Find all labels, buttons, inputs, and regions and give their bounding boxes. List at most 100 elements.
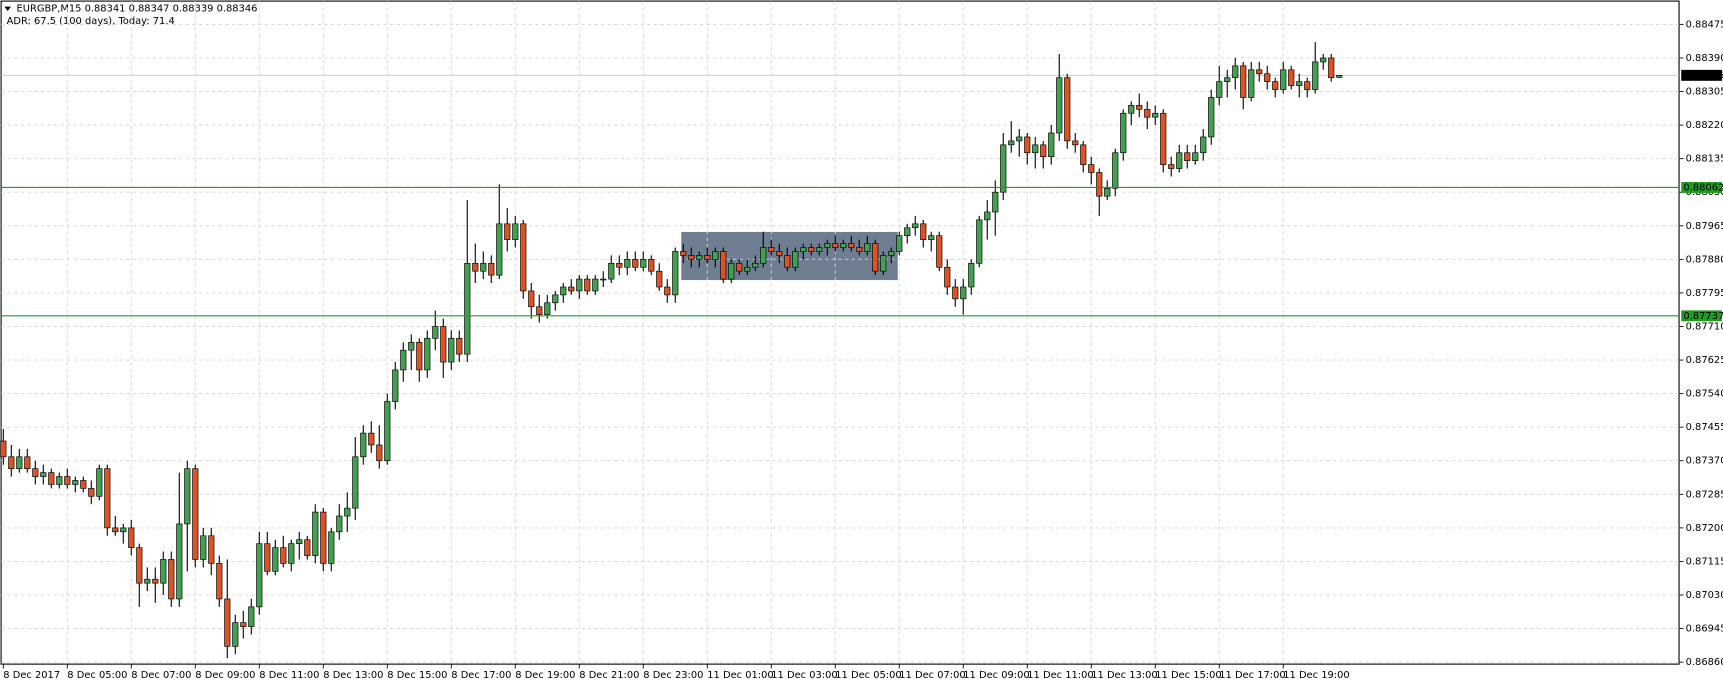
- x-tick-label: 11 Dec 13:00: [1091, 670, 1157, 681]
- candle-body: [304, 539, 311, 556]
- candle-body: [144, 578, 151, 584]
- plot-frame: [0, 0, 1680, 665]
- x-tick-label: 11 Dec 11:00: [1027, 670, 1093, 681]
- x-tick-label: 8 Dec 2017: [3, 670, 60, 681]
- candle-body: [1056, 77, 1063, 134]
- candle-body: [8, 456, 15, 469]
- candle-body: [880, 255, 887, 272]
- candle-body: [600, 278, 607, 281]
- candle-body: [824, 243, 831, 248]
- candle-body: [760, 247, 767, 264]
- x-tick-label: 8 Dec 23:00: [643, 670, 703, 681]
- candle-body: [1104, 187, 1111, 197]
- menu-arrow[interactable]: [4, 6, 11, 11]
- y-tick-label: 0.87540: [1686, 389, 1723, 400]
- x-tick-label: 8 Dec 09:00: [195, 670, 255, 681]
- candle-body: [248, 606, 255, 627]
- candle-body: [64, 476, 71, 485]
- candle-body: [512, 223, 519, 240]
- y-tick-label: 0.86945: [1686, 624, 1723, 635]
- y-tick-label: 0.87370: [1686, 456, 1723, 467]
- candle-body: [384, 401, 391, 462]
- candle-body: [0, 440, 7, 458]
- candle-body: [816, 247, 823, 252]
- x-tick-label: 11 Dec 17:00: [1219, 670, 1285, 681]
- candle-body: [784, 255, 791, 268]
- candle-body: [1072, 140, 1079, 146]
- candle-body: [328, 531, 335, 564]
- candle-body: [832, 243, 839, 248]
- candle-body: [656, 270, 663, 288]
- candle-body: [152, 578, 159, 584]
- y-tick-label: 0.88220: [1686, 120, 1723, 131]
- candle-body: [1280, 69, 1287, 90]
- candle-body: [712, 251, 719, 260]
- candle-body: [1240, 65, 1247, 98]
- y-tick-label: 0.88305: [1686, 87, 1723, 98]
- candle-body: [456, 338, 463, 355]
- candle-body: [416, 341, 423, 371]
- x-tick-label: 11 Dec 07:00: [899, 670, 965, 681]
- candle-body: [768, 247, 775, 252]
- candle-body: [136, 547, 143, 584]
- candle-body: [496, 223, 503, 276]
- candle-body: [464, 262, 471, 355]
- candle-body: [88, 488, 95, 497]
- candle-body: [592, 278, 599, 292]
- candle-body: [1168, 164, 1175, 169]
- candle-body: [528, 290, 535, 308]
- candle-body: [960, 286, 967, 300]
- candle-body: [312, 511, 319, 556]
- candle-body: [1096, 172, 1103, 197]
- y-tick-label: 0.87285: [1686, 489, 1723, 500]
- candle-body: [576, 278, 583, 292]
- candle-body: [48, 472, 55, 485]
- candle-body: [1032, 144, 1039, 154]
- candle-body: [1136, 105, 1143, 110]
- candle-body: [440, 326, 447, 363]
- candle-body: [104, 468, 111, 529]
- candle-body: [552, 294, 559, 304]
- candle-body: [792, 251, 799, 268]
- x-tick-label: 8 Dec 11:00: [259, 670, 319, 681]
- candle-body: [1312, 61, 1319, 90]
- candle-body: [1112, 152, 1119, 189]
- candle-body: [1216, 81, 1223, 98]
- candle-body: [320, 511, 327, 564]
- candle-body: [536, 306, 543, 315]
- candle-body: [608, 262, 615, 280]
- candle-body: [288, 543, 295, 564]
- candle-body: [240, 622, 247, 627]
- candle-body: [80, 480, 87, 489]
- candle-body: [584, 278, 591, 292]
- candle-body: [16, 456, 23, 469]
- candle-body: [448, 338, 455, 363]
- candle-body: [696, 255, 703, 260]
- candle-body: [1256, 69, 1263, 75]
- y-tick-label: 0.88135: [1686, 154, 1723, 165]
- candle-body: [160, 559, 167, 584]
- candle-body: [872, 243, 879, 272]
- candle-body: [896, 235, 903, 252]
- candle-body: [888, 251, 895, 256]
- candle-body: [1000, 144, 1007, 193]
- candle-body: [128, 527, 135, 548]
- candle-body: [720, 251, 727, 280]
- candle-body: [296, 539, 303, 545]
- y-tick-label: 0.87115: [1686, 556, 1723, 567]
- x-tick-label: 11 Dec 01:00: [707, 670, 773, 681]
- candle-body: [40, 472, 47, 477]
- candle-body: [376, 444, 383, 462]
- candle-body: [904, 227, 911, 236]
- candle-body: [864, 243, 871, 252]
- candle-body: [688, 255, 695, 260]
- y-tick-label: 0.87625: [1686, 355, 1723, 366]
- level-tag: [1681, 182, 1722, 193]
- candle-body: [24, 456, 31, 469]
- candle-body: [480, 262, 487, 272]
- candle-body: [848, 243, 855, 248]
- y-tick-label: 0.87710: [1686, 321, 1723, 332]
- candle-body: [192, 468, 199, 560]
- y-tick-label: 0.87030: [1686, 590, 1723, 601]
- candle-body: [1272, 81, 1279, 90]
